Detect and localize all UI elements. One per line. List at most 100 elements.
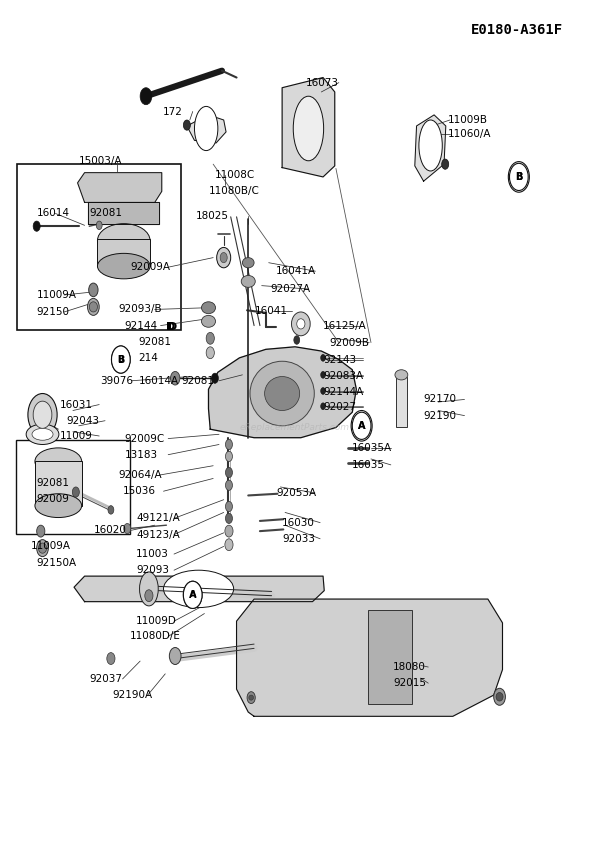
Circle shape: [225, 539, 233, 551]
Circle shape: [352, 412, 371, 439]
Text: 92083A: 92083A: [323, 371, 363, 380]
Ellipse shape: [496, 693, 503, 701]
Polygon shape: [74, 576, 324, 602]
Text: 92009B: 92009B: [329, 338, 369, 347]
Text: 92170: 92170: [424, 394, 457, 404]
Text: 16031: 16031: [60, 399, 93, 410]
Circle shape: [169, 647, 181, 664]
Text: 92081: 92081: [139, 337, 171, 347]
Ellipse shape: [89, 302, 97, 312]
Text: 92081: 92081: [89, 209, 122, 218]
Ellipse shape: [35, 493, 81, 517]
Text: 214: 214: [139, 353, 158, 363]
Circle shape: [211, 373, 218, 383]
Text: 92144: 92144: [124, 321, 158, 331]
Ellipse shape: [38, 543, 47, 553]
Text: 11009B: 11009B: [448, 115, 488, 125]
Text: 92081: 92081: [37, 478, 70, 487]
Text: 92043: 92043: [66, 416, 99, 426]
Text: 15036: 15036: [123, 486, 156, 496]
Circle shape: [494, 688, 506, 705]
Text: 49121/A: 49121/A: [136, 513, 180, 523]
Text: 16041: 16041: [255, 306, 289, 316]
Text: 92009: 92009: [37, 494, 70, 504]
Text: 49123/A: 49123/A: [136, 529, 180, 540]
Ellipse shape: [97, 253, 150, 279]
Text: 92144A: 92144A: [323, 386, 363, 397]
Circle shape: [171, 371, 180, 385]
Text: 92015: 92015: [393, 678, 426, 688]
Text: 11080B/C: 11080B/C: [209, 186, 260, 196]
Circle shape: [107, 652, 115, 664]
Ellipse shape: [241, 275, 255, 287]
Text: 92093: 92093: [136, 565, 169, 575]
Circle shape: [509, 162, 529, 192]
Circle shape: [124, 523, 131, 534]
Circle shape: [140, 88, 152, 104]
Text: 92027: 92027: [323, 402, 356, 412]
Text: 16014: 16014: [37, 209, 70, 218]
Text: 172: 172: [162, 107, 182, 116]
Text: 16035A: 16035A: [352, 443, 392, 453]
Circle shape: [183, 581, 202, 609]
Text: A: A: [358, 421, 365, 431]
Text: 13183: 13183: [124, 450, 158, 460]
Polygon shape: [87, 203, 159, 224]
Circle shape: [206, 347, 214, 359]
Text: 92190A: 92190A: [113, 690, 153, 700]
Text: 92143: 92143: [323, 355, 356, 364]
Circle shape: [33, 221, 40, 232]
Circle shape: [87, 298, 99, 315]
Text: B: B: [515, 172, 523, 182]
Circle shape: [108, 505, 114, 514]
Circle shape: [37, 540, 48, 557]
Text: A: A: [189, 590, 196, 600]
Text: 92053A: 92053A: [276, 488, 316, 498]
Text: 11009A: 11009A: [31, 541, 71, 551]
Ellipse shape: [97, 224, 150, 257]
Text: 16125/A: 16125/A: [323, 321, 367, 332]
Text: 18025: 18025: [196, 211, 229, 221]
Text: 92150A: 92150A: [37, 558, 77, 569]
Text: B: B: [515, 172, 523, 182]
Circle shape: [88, 283, 98, 297]
Text: D: D: [166, 322, 176, 333]
Ellipse shape: [140, 572, 158, 606]
Text: 16014A: 16014A: [139, 376, 179, 386]
Ellipse shape: [291, 312, 310, 336]
Ellipse shape: [202, 302, 215, 314]
Bar: [17, 164, 181, 330]
Text: 11009D: 11009D: [136, 616, 177, 626]
Circle shape: [37, 525, 45, 537]
Text: 92033: 92033: [282, 534, 315, 544]
Circle shape: [225, 525, 233, 537]
Circle shape: [247, 692, 255, 704]
Circle shape: [225, 468, 232, 478]
Ellipse shape: [249, 695, 254, 700]
Bar: [16, 440, 130, 534]
Text: 16035: 16035: [352, 460, 385, 470]
Ellipse shape: [195, 106, 218, 150]
Circle shape: [206, 333, 214, 345]
Ellipse shape: [293, 97, 324, 161]
Text: 92009A: 92009A: [130, 262, 170, 272]
Ellipse shape: [163, 570, 234, 608]
Text: 16041A: 16041A: [276, 266, 316, 276]
Circle shape: [351, 410, 372, 441]
Polygon shape: [282, 78, 335, 177]
Bar: [368, 610, 412, 704]
Circle shape: [321, 355, 326, 362]
Circle shape: [225, 439, 232, 450]
Text: 92093/B: 92093/B: [119, 304, 162, 315]
Text: 92064/A: 92064/A: [119, 470, 162, 480]
Text: 16073: 16073: [306, 78, 339, 87]
Circle shape: [321, 387, 326, 394]
Circle shape: [220, 252, 227, 262]
Bar: [97, 239, 150, 266]
Polygon shape: [237, 599, 503, 716]
Polygon shape: [415, 115, 446, 181]
Text: 11080D/E: 11080D/E: [130, 632, 181, 641]
Text: 11003: 11003: [136, 549, 169, 559]
Circle shape: [112, 346, 130, 373]
Circle shape: [145, 590, 153, 602]
